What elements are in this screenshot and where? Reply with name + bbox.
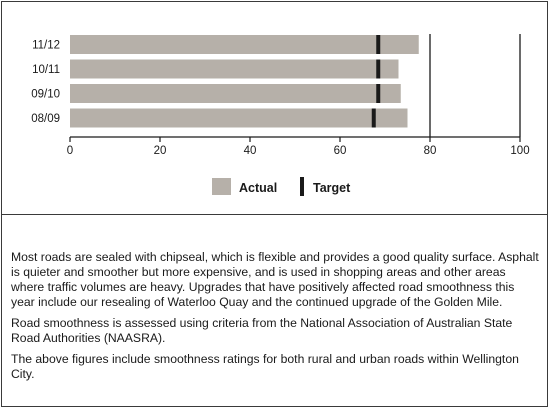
target-tick-10-11 bbox=[376, 59, 381, 79]
category-label-11-12: 11/12 bbox=[32, 40, 60, 52]
chart-legend: Actual Target bbox=[212, 177, 351, 196]
note-paragraph-coverage: The above figures include smoothness rat… bbox=[11, 352, 519, 381]
x-tick-label-100: 100 bbox=[510, 145, 529, 157]
category-label-09-10: 09/10 bbox=[31, 89, 60, 101]
x-tick-label-60: 60 bbox=[334, 145, 347, 157]
plot-area: 11/12 10/11 09/10 08/09 0 20 40 60 80 100 bbox=[31, 34, 530, 157]
smoothness-bar-chart: 11/12 10/11 09/10 08/09 0 20 40 60 80 100 Actual T… bbox=[31, 34, 530, 196]
explanatory-notes: Most roads are sealed with chipseal, whi… bbox=[11, 250, 541, 388]
target-tick-08-09 bbox=[371, 108, 376, 128]
target-tick-09-10 bbox=[376, 84, 381, 103]
target-tick-11-12 bbox=[376, 35, 381, 54]
legend-label-target: Target bbox=[313, 181, 351, 195]
x-tick-label-80: 80 bbox=[424, 145, 437, 157]
category-label-08-09: 08/09 bbox=[31, 113, 60, 125]
bar-actual-09-10 bbox=[70, 84, 401, 103]
legend-swatch-actual bbox=[212, 178, 231, 195]
category-label-10-11: 10/11 bbox=[32, 64, 60, 76]
x-tick-label-0: 0 bbox=[67, 145, 73, 157]
x-tick-label-40: 40 bbox=[244, 145, 257, 157]
bar-actual-08-09 bbox=[70, 108, 408, 128]
legend-swatch-target bbox=[300, 177, 304, 196]
note-paragraph-naasra: Road smoothness is assessed using criter… bbox=[11, 316, 513, 345]
note-paragraph-chipseal: Most roads are sealed with chipseal, whi… bbox=[11, 250, 539, 309]
bar-actual-11-12 bbox=[70, 35, 419, 54]
legend-label-actual: Actual bbox=[239, 181, 277, 195]
bar-actual-10-11 bbox=[70, 59, 399, 79]
section-divider bbox=[1, 214, 548, 215]
x-tick-label-20: 20 bbox=[154, 145, 167, 157]
